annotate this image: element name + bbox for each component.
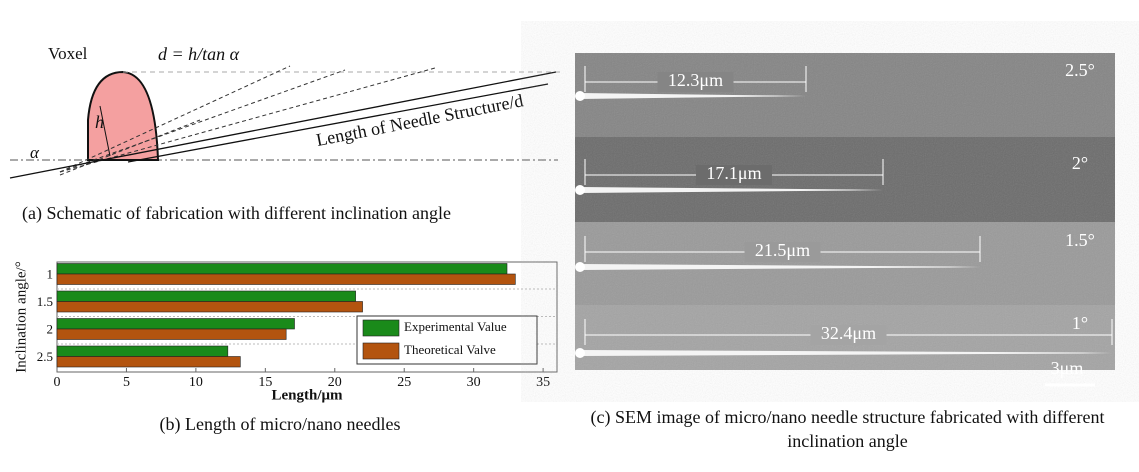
needle bbox=[580, 93, 806, 99]
bar bbox=[56, 345, 229, 357]
length-label: 32.4μm bbox=[821, 323, 876, 343]
caption: (a) Schematic of fabrication with differ… bbox=[22, 203, 451, 224]
label-bg bbox=[744, 242, 821, 262]
x-axis-label: Length/μm bbox=[271, 387, 343, 403]
bar bbox=[56, 273, 516, 285]
y-tick-label: 1 bbox=[47, 267, 54, 282]
x-tick-label: 15 bbox=[258, 375, 272, 390]
needle bbox=[580, 187, 883, 193]
height-arrow bbox=[99, 105, 111, 157]
legend-label: Theoretical Valve bbox=[404, 342, 496, 357]
x-tick-label: 5 bbox=[123, 375, 130, 390]
length-label: Length of Needle Structure/d bbox=[314, 90, 524, 150]
h-label: h bbox=[95, 112, 104, 132]
bar bbox=[56, 318, 295, 330]
caption: (c) SEM image of micro/nano needle struc… bbox=[590, 407, 1105, 451]
needle-base bbox=[575, 185, 585, 195]
angle-label: 2.5° bbox=[1065, 60, 1095, 80]
length-label: 21.5μm bbox=[755, 240, 810, 260]
y-tick-label: 1.5 bbox=[37, 294, 53, 309]
caption-box: (c) SEM image of micro/nano needle struc… bbox=[590, 407, 1105, 451]
angle-label: 1.5° bbox=[1065, 230, 1095, 250]
caption: (b) Length of micro/nano needles bbox=[160, 414, 401, 435]
x-tick-label: 0 bbox=[54, 375, 61, 390]
legend-swatch bbox=[362, 319, 400, 337]
y-tick-label: 2 bbox=[47, 322, 54, 337]
label-bg bbox=[657, 72, 734, 92]
needle bbox=[580, 350, 1112, 356]
y-axis-label: Inclination angle/° bbox=[13, 261, 29, 372]
label-bg bbox=[696, 165, 772, 185]
alpha-label: α bbox=[30, 143, 40, 162]
x-tick-label: 35 bbox=[536, 375, 550, 390]
scale-label: 3μm bbox=[1051, 358, 1084, 378]
bar bbox=[56, 328, 287, 340]
fan-lines bbox=[59, 65, 436, 176]
x-tick-label: 30 bbox=[467, 375, 481, 390]
needle-line bbox=[9, 71, 557, 179]
needle bbox=[580, 264, 980, 270]
voxel-label: Voxel bbox=[48, 44, 88, 63]
bar bbox=[56, 290, 356, 302]
sem-image: 3μm 12.3μm 2.5° 17.1μm 2° 21.5μm 1.5° 32.4μm 1° bbox=[575, 53, 1115, 387]
y-tick-label: 2.5 bbox=[37, 349, 53, 364]
formula: d = h/tan α bbox=[158, 44, 240, 64]
needle-base bbox=[575, 262, 585, 272]
angle-label: 2° bbox=[1072, 153, 1088, 173]
legend-swatch bbox=[362, 342, 400, 360]
x-tick-label: 20 bbox=[328, 375, 342, 390]
label-bg bbox=[810, 325, 887, 345]
bar bbox=[56, 356, 241, 368]
needle-line bbox=[127, 83, 549, 163]
x-tick-label: 25 bbox=[397, 375, 411, 390]
length-label: 17.1μm bbox=[706, 163, 761, 183]
texture bbox=[575, 53, 1115, 370]
length-label: 12.3μm bbox=[668, 70, 723, 90]
schematic: Voxel d = h/tan α h α Length of Needle S… bbox=[9, 44, 560, 224]
bar bbox=[56, 301, 363, 313]
angle-label: 1° bbox=[1072, 313, 1088, 333]
x-tick-label: 10 bbox=[189, 375, 203, 390]
legend-label: Experimental Value bbox=[404, 319, 507, 334]
needle-base bbox=[575, 91, 585, 101]
chart: Inclination angle/° Length/μm (b) Length… bbox=[13, 261, 558, 435]
bar bbox=[56, 263, 508, 275]
needle-base bbox=[575, 348, 585, 358]
